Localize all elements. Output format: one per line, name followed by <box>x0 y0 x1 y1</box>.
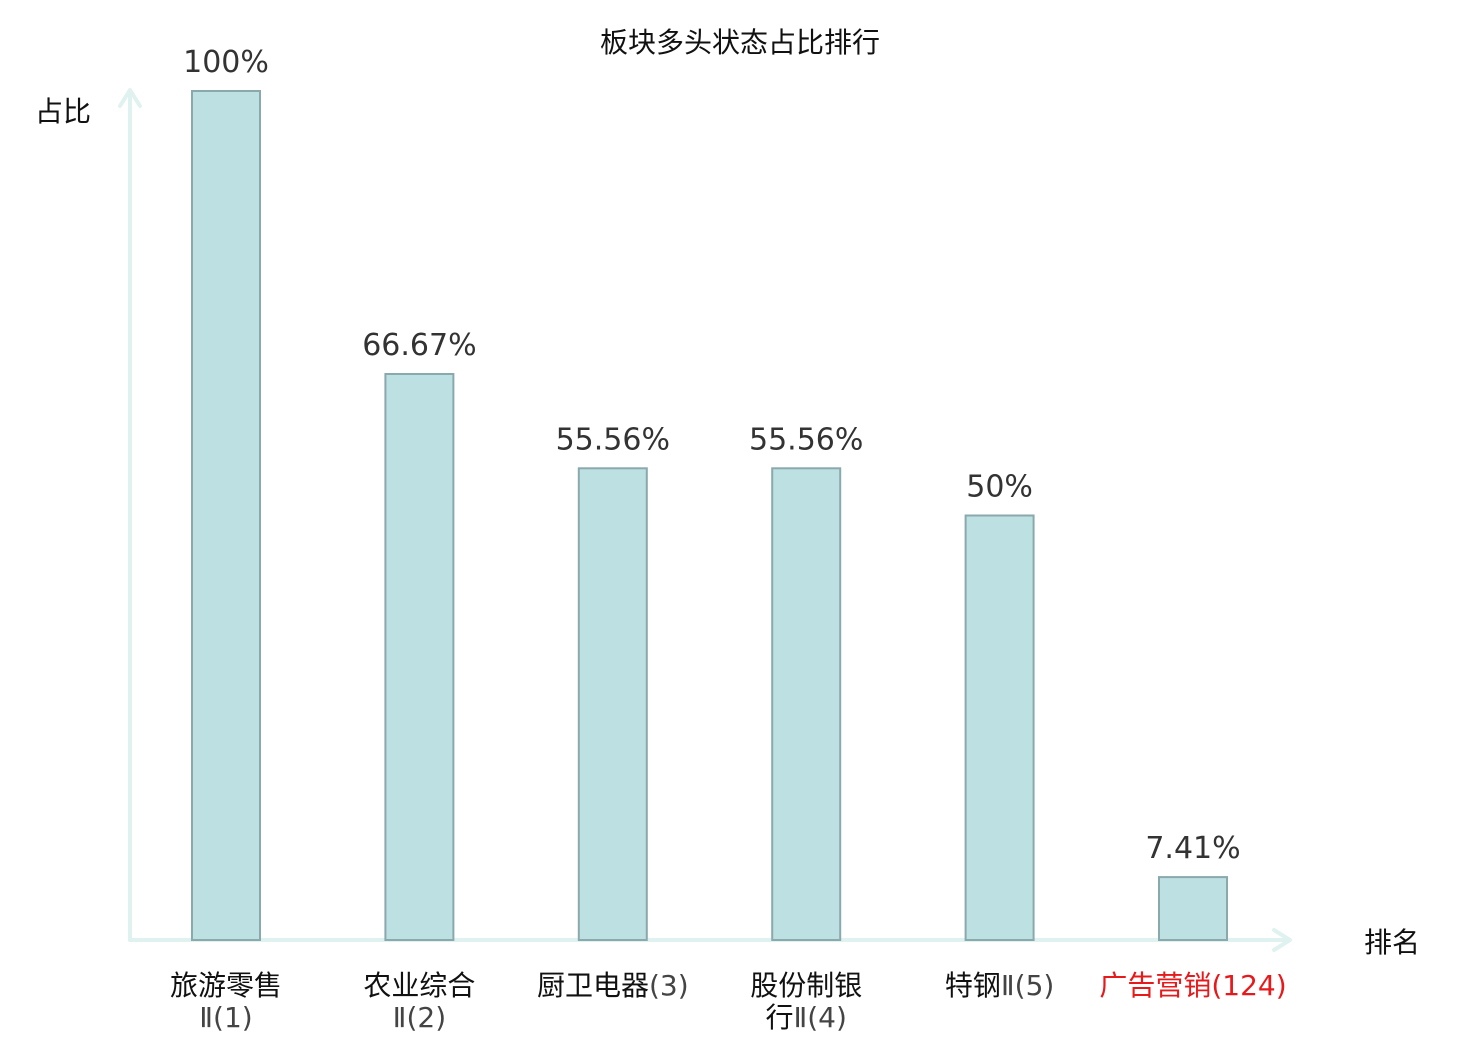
category-label-5: 广告营销(124) <box>1099 969 1286 1002</box>
category-name-3: 股份制银 <box>750 969 862 1002</box>
category-name-5: 广告营销(124) <box>1099 969 1286 1002</box>
value-labels-layer: 100% 66.67% 55.56% 55.56% 50% 7.41% <box>183 45 1241 866</box>
value-label-2: 55.56% <box>556 422 670 457</box>
category-label-4: 特钢Ⅱ(5) <box>945 969 1054 1002</box>
bar-2 <box>577 467 648 941</box>
category-label-2: 厨卫电器(3) <box>537 969 689 1002</box>
value-label-5: 7.41% <box>1145 831 1240 866</box>
value-label-1: 66.67% <box>362 328 476 363</box>
bar-0 <box>191 90 261 941</box>
value-label-3: 55.56% <box>749 422 863 457</box>
x-axis-line <box>128 928 1292 952</box>
category-rank-1: Ⅱ(2) <box>393 1001 446 1034</box>
y-axis-label: 占比 <box>35 95 91 128</box>
category-name-0: 旅游零售 <box>170 969 282 1002</box>
category-name-2: 厨卫电器(3) <box>537 969 689 1002</box>
y-axis-line <box>118 88 142 942</box>
category-rank-3: 行Ⅱ(4) <box>765 1001 846 1034</box>
bars-layer <box>191 90 1228 941</box>
x-axis-label: 排名 <box>1364 926 1420 959</box>
bar-4 <box>964 514 1035 941</box>
category-rank-0: Ⅱ(1) <box>199 1001 252 1034</box>
category-name-4: 特钢Ⅱ(5) <box>945 969 1054 1002</box>
bar-1 <box>384 373 455 941</box>
bar-3 <box>771 467 842 941</box>
bar-5 <box>1158 876 1228 941</box>
value-label-4: 50% <box>966 470 1033 505</box>
category-name-1: 农业综合 <box>363 969 475 1002</box>
value-label-0: 100% <box>183 45 269 80</box>
chart-title: 板块多头状态占比排行 <box>600 26 880 59</box>
